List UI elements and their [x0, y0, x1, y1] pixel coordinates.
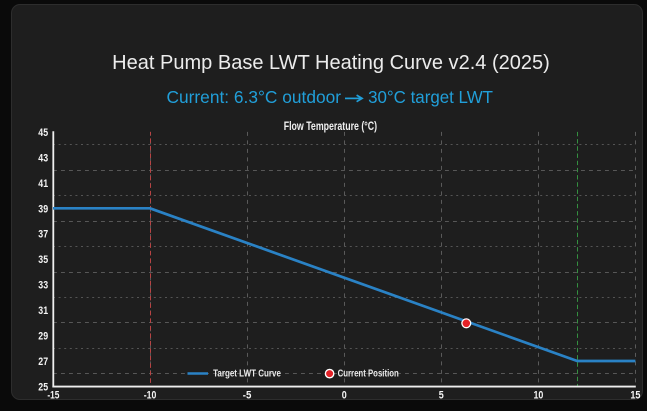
- svg-text:10: 10: [533, 390, 543, 402]
- svg-text:Current: 6.3°C outdoor: Current: 6.3°C outdoor: [167, 87, 342, 107]
- svg-text:29: 29: [38, 330, 48, 342]
- svg-text:-5: -5: [243, 390, 252, 402]
- svg-text:0: 0: [342, 390, 347, 402]
- svg-text:39: 39: [38, 203, 48, 215]
- svg-text:5: 5: [439, 390, 444, 402]
- svg-text:31: 31: [38, 305, 48, 317]
- svg-text:33: 33: [38, 280, 48, 292]
- svg-text:Current Position: Current Position: [338, 369, 399, 380]
- svg-text:37: 37: [38, 229, 48, 241]
- svg-text:35: 35: [38, 254, 48, 266]
- svg-text:-10: -10: [144, 390, 157, 402]
- svg-text:27: 27: [38, 356, 48, 368]
- svg-text:43: 43: [38, 152, 48, 164]
- svg-text:45: 45: [38, 127, 48, 139]
- svg-text:15: 15: [630, 390, 640, 402]
- svg-text:Target LWT Curve: Target LWT Curve: [213, 369, 281, 380]
- svg-text:30°C target LWT: 30°C target LWT: [368, 87, 493, 107]
- svg-text:Heat Pump Base LWT Heating Cur: Heat Pump Base LWT Heating Curve v2.4 (2…: [112, 52, 550, 74]
- svg-text:25: 25: [38, 381, 48, 393]
- svg-text:-15: -15: [47, 390, 59, 402]
- svg-text:41: 41: [38, 178, 48, 190]
- svg-text:Flow Temperature (°C): Flow Temperature (°C): [284, 121, 378, 133]
